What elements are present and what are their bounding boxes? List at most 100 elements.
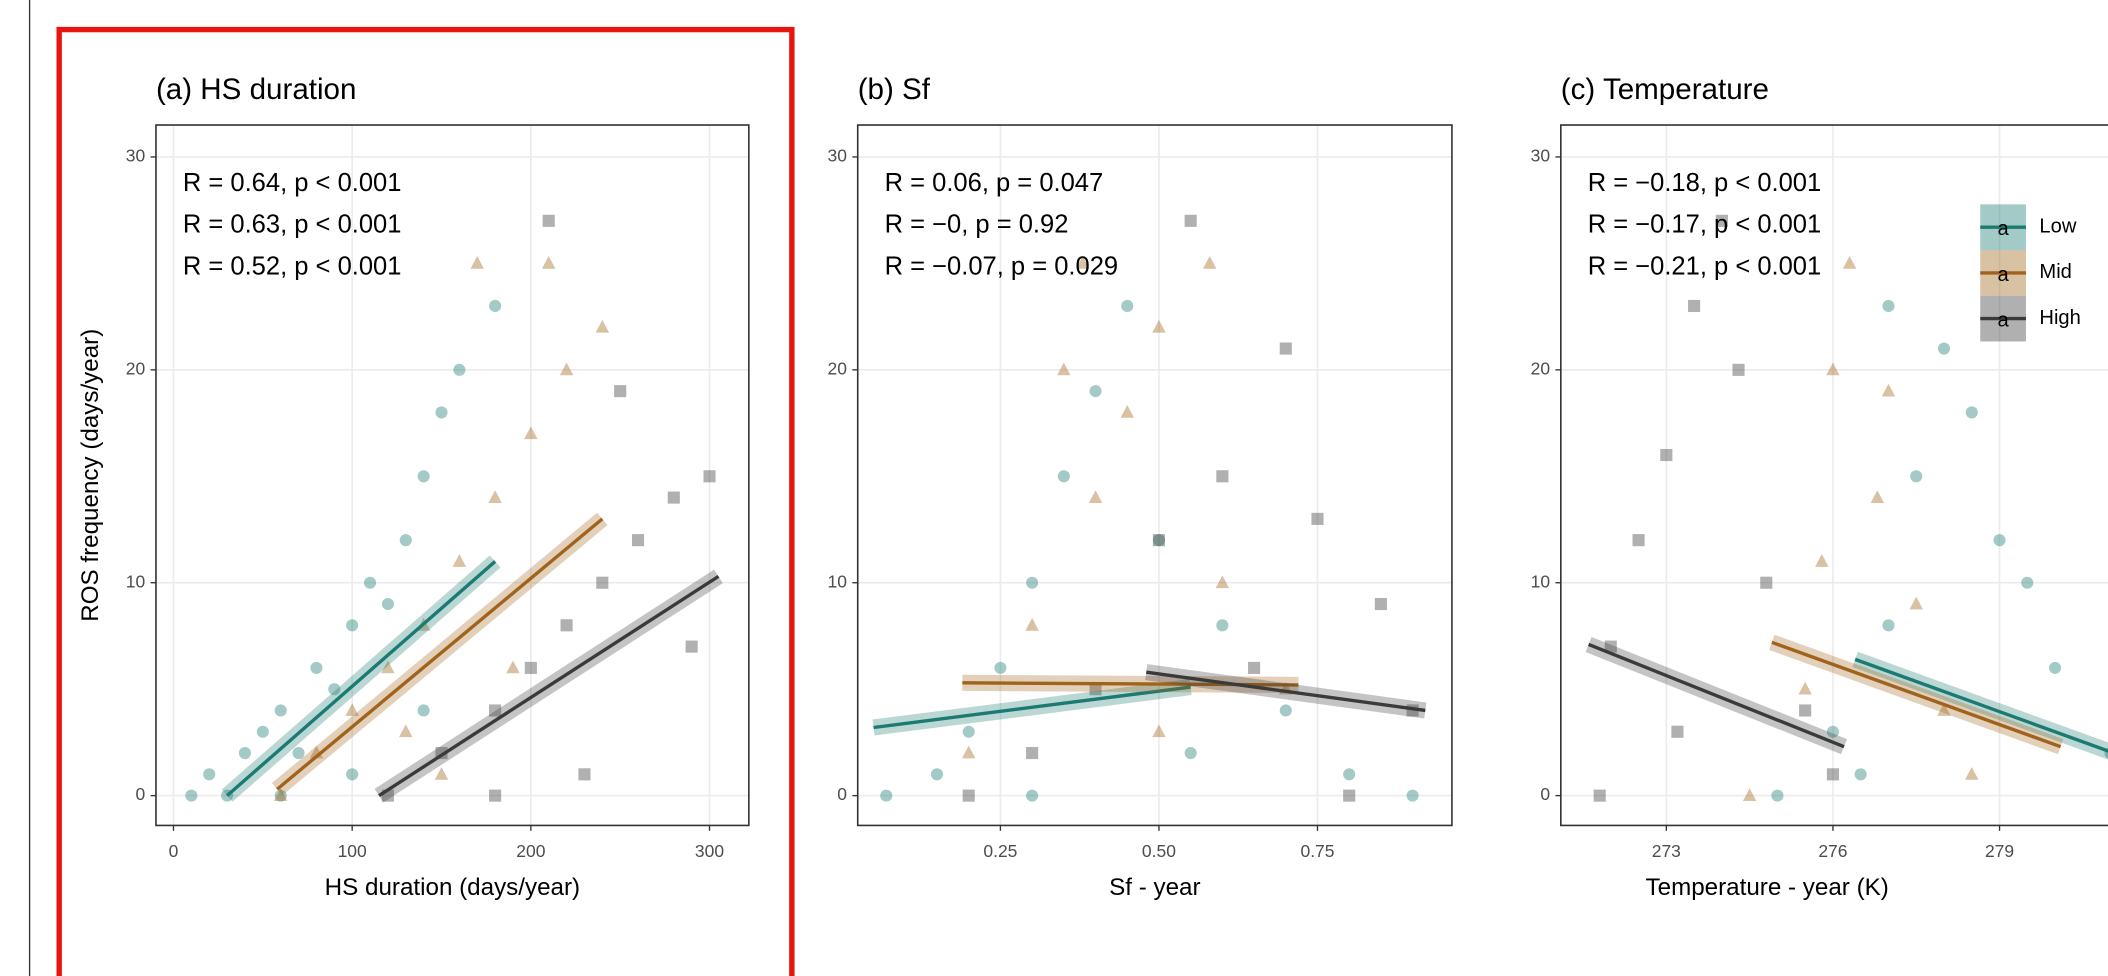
point	[399, 534, 412, 547]
point	[614, 385, 627, 398]
point	[1881, 383, 1896, 397]
annotation: R = 0.63, p < 0.001	[183, 211, 402, 239]
point	[667, 491, 680, 504]
panel-title: (c) Temperature	[1561, 73, 1769, 106]
point	[1826, 362, 1840, 376]
y-tick-label: 30	[828, 146, 848, 166]
y-tick-label: 0	[135, 784, 145, 804]
point	[1910, 470, 1923, 483]
point	[961, 745, 976, 759]
annotation: R = −0.17, p < 0.001	[1588, 211, 1822, 239]
point	[1882, 619, 1895, 632]
y-tick-label: 20	[828, 358, 848, 378]
point	[1660, 448, 1673, 462]
x-tick-label: 273	[1652, 841, 1681, 861]
fit-line	[1771, 640, 2062, 749]
point	[273, 788, 288, 802]
y-axis-label: ROS frequency (days/year)	[77, 329, 104, 622]
legend-label: Low	[2039, 216, 2076, 238]
point	[452, 554, 467, 567]
point	[1965, 766, 1979, 780]
fit-line	[378, 574, 720, 798]
fit-line	[225, 560, 497, 797]
point	[417, 470, 430, 483]
point	[1152, 534, 1165, 547]
point	[399, 724, 413, 738]
annotation: R = 0.06, p = 0.047	[885, 169, 1104, 197]
fit-line	[1854, 657, 2108, 753]
point	[1632, 534, 1645, 547]
point	[1688, 299, 1701, 313]
point	[1311, 512, 1324, 525]
point	[1026, 747, 1039, 760]
point	[1909, 596, 1923, 610]
point	[274, 704, 287, 717]
point	[1089, 385, 1102, 398]
point	[685, 640, 698, 653]
point	[381, 597, 394, 611]
annotation: R = −0.07, p = 0.029	[885, 252, 1119, 280]
point	[345, 703, 359, 716]
point	[489, 789, 502, 802]
panel-border	[1560, 124, 2108, 827]
point	[1088, 490, 1103, 503]
x-axis-label: Temperature - year (K)	[1646, 874, 1889, 901]
point	[256, 725, 269, 738]
point	[488, 490, 502, 503]
point	[1842, 256, 1857, 269]
panel-border	[856, 124, 1453, 827]
point	[1343, 768, 1356, 781]
annotation: R = −0, p = 0.92	[885, 211, 1069, 239]
point	[1854, 768, 1867, 781]
point	[1025, 617, 1039, 631]
point	[1937, 342, 1951, 355]
point	[1026, 789, 1039, 802]
point	[1279, 704, 1292, 717]
point	[560, 619, 573, 632]
y-tick-label: 30	[126, 146, 146, 166]
x-tick-label: 276	[1818, 841, 1847, 861]
x-tick-label: 0.25	[983, 841, 1017, 861]
fit-line	[1587, 642, 1845, 749]
point	[1215, 575, 1230, 589]
x-tick-label: 300	[695, 841, 724, 861]
y-tick-label: 0	[837, 784, 847, 804]
point	[489, 299, 502, 313]
annotation: R = 0.52, p < 0.001	[183, 252, 402, 280]
point	[1374, 597, 1387, 611]
point	[1771, 789, 1784, 802]
point	[1732, 363, 1745, 376]
point	[1057, 470, 1070, 483]
y-tick-label: 0	[1540, 784, 1550, 804]
point	[1815, 554, 1829, 567]
point	[363, 576, 377, 589]
point	[1076, 256, 1090, 269]
point	[1152, 534, 1165, 547]
point	[1715, 214, 1728, 227]
point	[1826, 725, 1839, 738]
point	[1279, 342, 1292, 355]
point	[1343, 789, 1356, 802]
legend-label: High	[2039, 307, 2080, 329]
fit-line	[276, 517, 604, 791]
point	[489, 704, 502, 717]
point	[417, 704, 430, 717]
y-tick-label: 30	[1531, 146, 1551, 166]
panel-border	[155, 124, 750, 827]
point	[453, 363, 466, 376]
point	[310, 661, 323, 674]
point	[541, 256, 556, 269]
panel-title: (b) Sf	[858, 73, 931, 106]
point	[1870, 490, 1885, 503]
point	[328, 683, 341, 696]
point	[434, 766, 449, 780]
point	[1965, 406, 1978, 419]
point	[2049, 661, 2062, 674]
point	[346, 768, 359, 781]
point	[1799, 704, 1812, 717]
annotation: R = −0.21, p < 0.001	[1588, 252, 1822, 280]
annotation: R = −0.18, p < 0.001	[1588, 169, 1822, 197]
y-tick-label: 20	[126, 358, 146, 378]
point	[1184, 214, 1197, 227]
